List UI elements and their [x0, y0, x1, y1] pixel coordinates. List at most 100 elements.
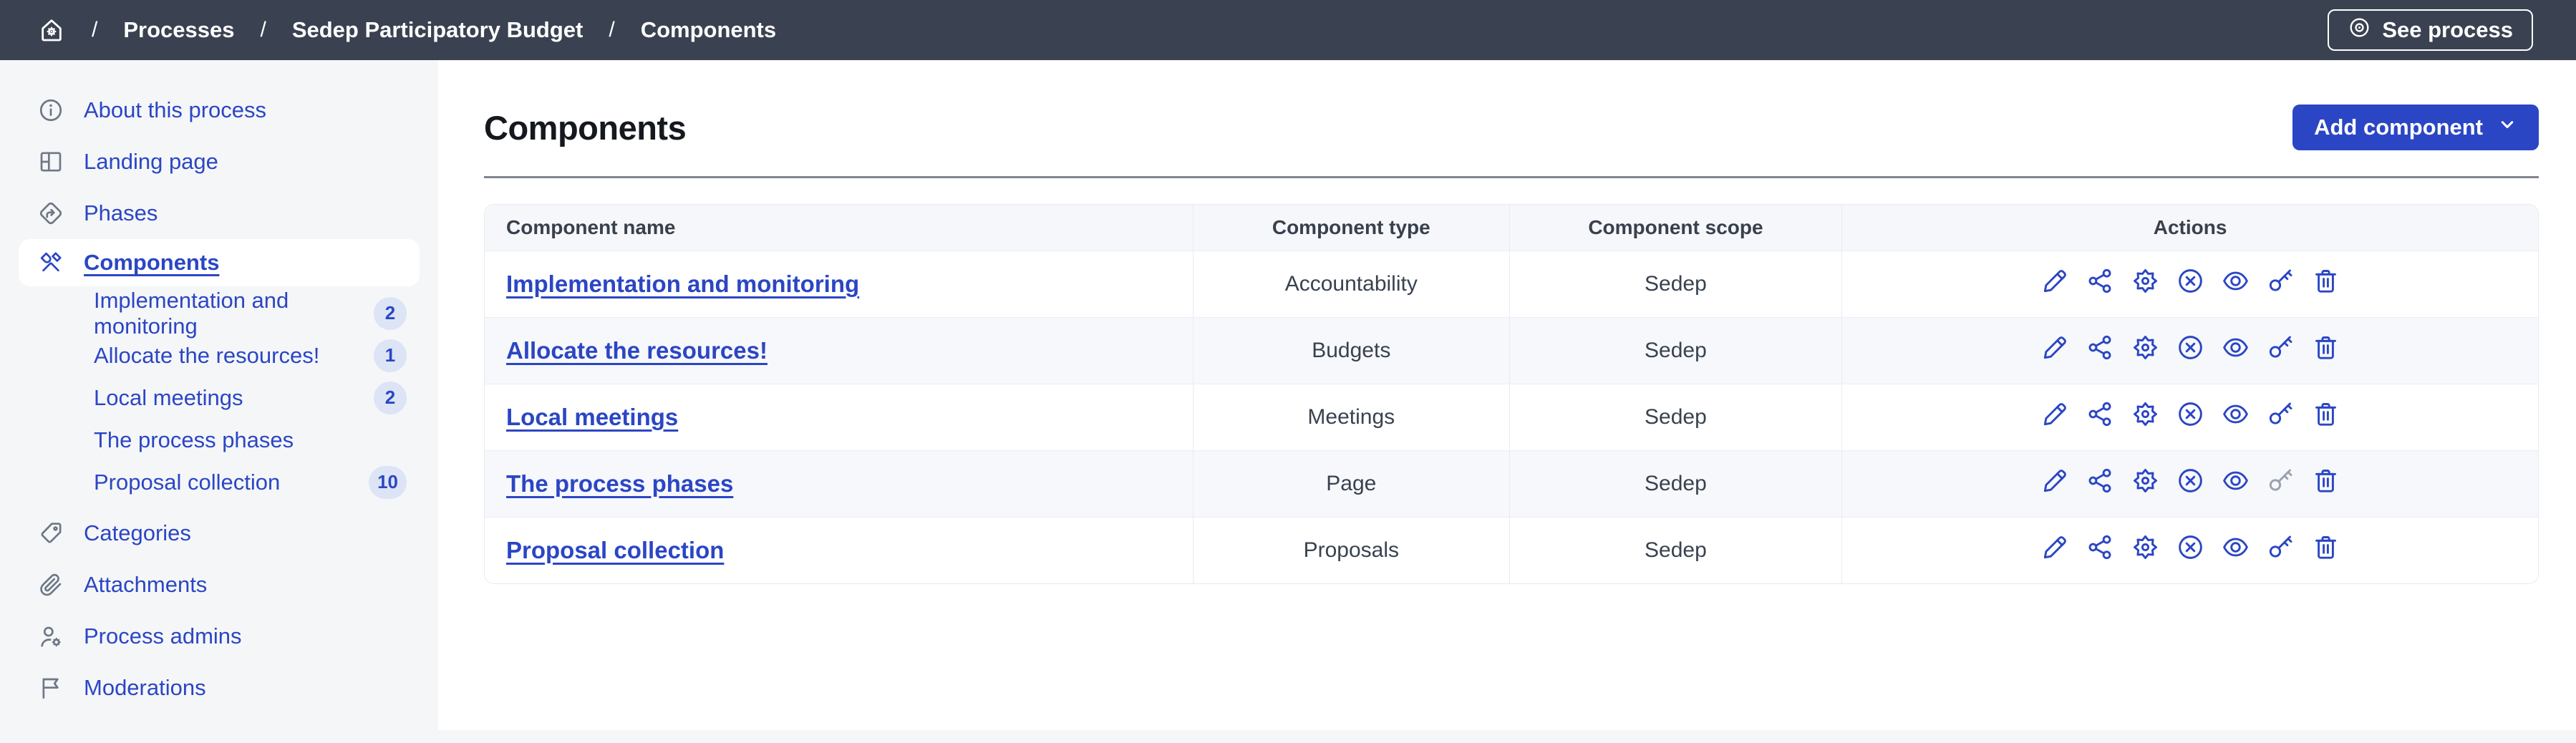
unpublish-action-button[interactable] — [2176, 266, 2205, 301]
page-title: Components — [484, 108, 687, 147]
phases-icon — [37, 200, 64, 227]
actions-cell — [1841, 516, 2538, 583]
permissions-action-button[interactable] — [2266, 266, 2295, 301]
edit-action-button[interactable] — [2040, 533, 2070, 568]
paperclip-icon — [37, 571, 64, 598]
unpublish-action-button[interactable] — [2176, 333, 2205, 368]
component-name-link[interactable]: Proposal collection — [506, 536, 725, 563]
unpublish-action-button[interactable] — [2176, 399, 2205, 434]
delete-action-button[interactable] — [2311, 466, 2340, 501]
component-scope-cell: Sedep — [1509, 250, 1842, 317]
sidebar-subitem-link[interactable]: Proposal collection — [94, 469, 281, 495]
share-icon — [2086, 533, 2115, 568]
component-scope-cell: Sedep — [1509, 516, 1842, 583]
sidebar-item-components[interactable]: Components — [19, 239, 420, 286]
footer-strip — [0, 730, 2576, 743]
breadcrumb-separator: / — [260, 18, 266, 42]
sidebar-item-admins[interactable]: Process admins — [0, 611, 438, 662]
sidebar-subitem-link[interactable]: The process phases — [94, 427, 294, 452]
preview-action-button[interactable] — [2221, 466, 2250, 501]
topbar: / Processes / Sedep Participatory Budget… — [0, 0, 2576, 60]
sidebar-item-phases[interactable]: Phases — [0, 188, 438, 239]
sidebar-item-landing[interactable]: Landing page — [0, 136, 438, 188]
delete-action-button[interactable] — [2311, 266, 2340, 301]
home-gear-icon[interactable] — [37, 16, 66, 44]
delete-action-button[interactable] — [2311, 399, 2340, 434]
permissions-action-button[interactable] — [2266, 533, 2295, 568]
count-badge: 1 — [374, 339, 407, 372]
sidebar-item-label: Landing page — [84, 149, 218, 174]
edit-action-button[interactable] — [2040, 333, 2070, 368]
component-name-link[interactable]: The process phases — [506, 470, 734, 497]
breadcrumb: / Processes / Sedep Participatory Budget… — [37, 16, 776, 44]
component-scope-cell: Sedep — [1509, 383, 1842, 450]
delete-action-button[interactable] — [2311, 333, 2340, 368]
breadcrumb-separator: / — [92, 18, 98, 42]
breadcrumb-process-title[interactable]: Sedep Participatory Budget — [291, 17, 584, 42]
sidebar-item-categories[interactable]: Categories — [0, 508, 438, 559]
sidebar-subitem-link[interactable]: Local meetings — [94, 384, 243, 410]
sidebar-item-moderations[interactable]: Moderations — [0, 662, 438, 714]
key-icon — [2266, 466, 2295, 501]
share-action-button[interactable] — [2086, 333, 2115, 368]
table-row: Proposal collection Proposals Sedep — [485, 516, 2538, 583]
share-action-button[interactable] — [2086, 399, 2115, 434]
share-icon — [2086, 399, 2115, 434]
preview-action-button[interactable] — [2221, 333, 2250, 368]
count-badge: 2 — [374, 381, 407, 414]
preview-action-button[interactable] — [2221, 533, 2250, 568]
table-header-row: Component name Component type Component … — [485, 205, 2538, 251]
column-header-type: Component type — [1192, 205, 1510, 251]
share-action-button[interactable] — [2086, 466, 2115, 501]
preview-action-button[interactable] — [2221, 399, 2250, 434]
component-type-cell: Meetings — [1192, 383, 1510, 450]
trash-icon — [2311, 466, 2340, 501]
unpublish-action-button[interactable] — [2176, 533, 2205, 568]
configure-action-button[interactable] — [2131, 533, 2160, 568]
sidebar-subitem-link[interactable]: Implementation and monitoring — [94, 287, 289, 339]
see-process-label: See process — [2382, 17, 2513, 42]
sidebar-subitem: Allocate the resources! 1 — [0, 334, 438, 377]
sidebar: About this process Landing page Phases Comp… — [0, 60, 438, 730]
sidebar-item-attachments[interactable]: Attachments — [0, 559, 438, 611]
delete-action-button[interactable] — [2311, 533, 2340, 568]
configure-action-button[interactable] — [2131, 466, 2160, 501]
edit-action-button[interactable] — [2040, 466, 2070, 501]
component-name-link[interactable]: Local meetings — [506, 403, 679, 430]
eye-icon — [2221, 533, 2250, 568]
eye-icon — [2221, 266, 2250, 301]
edit-action-button[interactable] — [2040, 399, 2070, 434]
permissions-action-button[interactable] — [2266, 399, 2295, 434]
sidebar-item-label: Phases — [84, 200, 158, 225]
permissions-action-button[interactable] — [2266, 333, 2295, 368]
configure-action-button[interactable] — [2131, 399, 2160, 434]
breadcrumb-components[interactable]: Components — [640, 17, 777, 42]
sidebar-subitem: The process phases — [0, 419, 438, 461]
component-name-link[interactable]: Implementation and monitoring — [506, 270, 860, 297]
share-action-button[interactable] — [2086, 533, 2115, 568]
configure-action-button[interactable] — [2131, 266, 2160, 301]
add-component-label: Add component — [2314, 115, 2483, 140]
sidebar-subitem-link[interactable]: Allocate the resources! — [94, 342, 320, 368]
preview-action-button[interactable] — [2221, 266, 2250, 301]
edit-action-button[interactable] — [2040, 266, 2070, 301]
see-process-button[interactable]: See process — [2328, 9, 2533, 51]
column-header-scope: Component scope — [1509, 205, 1842, 251]
main-content: Components Add component Component name … — [438, 60, 2576, 730]
sidebar-item-about[interactable]: About this process — [0, 84, 438, 136]
tools-icon — [37, 249, 64, 276]
eye-circle-icon — [2348, 16, 2371, 45]
component-scope-cell: Sedep — [1509, 316, 1842, 384]
component-name-link[interactable]: Allocate the resources! — [506, 336, 768, 364]
title-divider — [484, 176, 2539, 178]
share-action-button[interactable] — [2086, 266, 2115, 301]
info-icon — [37, 97, 64, 124]
table-row: The process phases Page Sedep — [485, 450, 2538, 517]
share-icon — [2086, 333, 2115, 368]
add-component-button[interactable]: Add component — [2292, 105, 2539, 150]
key-icon — [2266, 399, 2295, 434]
configure-action-button[interactable] — [2131, 333, 2160, 368]
unpublish-action-button[interactable] — [2176, 466, 2205, 501]
sidebar-item-label: Categories — [84, 520, 191, 545]
breadcrumb-processes[interactable]: Processes — [123, 17, 235, 42]
